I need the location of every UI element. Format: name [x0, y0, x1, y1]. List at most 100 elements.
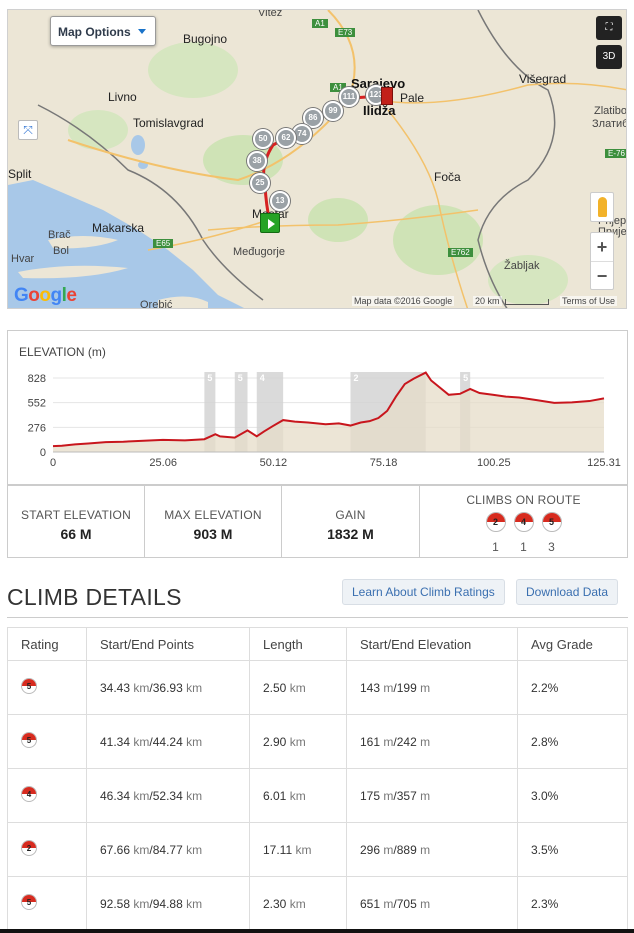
grade-cell: 3.0% — [517, 768, 628, 823]
road-sign-a1-mid: A1 — [330, 83, 346, 92]
map-label-visegrad: Višegrad — [519, 72, 567, 86]
route-map[interactable]: Vitez Bugojno Livno Tomislavgrad Split M… — [7, 9, 627, 309]
climb-count-cat4: 4 1 — [513, 512, 535, 554]
column-header-points[interactable]: Start/End Points — [86, 627, 250, 661]
map-label-brac: Brač — [48, 229, 71, 241]
map-options-dropdown[interactable]: Map Options — [50, 16, 156, 46]
google-logo[interactable]: Google — [14, 285, 77, 306]
elevation-line — [52, 371, 605, 448]
rating-cell: 2 — [7, 822, 87, 877]
climb-rating-icon: 2 — [485, 512, 506, 532]
expand-arrows-icon[interactable]: ⤧ — [18, 120, 38, 140]
route-marker[interactable]: 25 — [250, 173, 270, 193]
elevation-cell: 296 m/889 m — [346, 822, 518, 877]
column-header-elevation[interactable]: Start/End Elevation — [346, 627, 518, 661]
map-data-attribution[interactable]: Map data ©2016 Google — [352, 296, 455, 306]
length-cell: 2.90 km — [249, 714, 347, 769]
column-header-grade[interactable]: Avg Grade — [517, 627, 628, 661]
elevation-title: ELEVATION (m) — [19, 345, 106, 359]
route-marker[interactable]: 111 — [339, 87, 359, 107]
route-start-icon[interactable] — [260, 213, 280, 233]
elevation-panel: ELEVATION (m) 0 276 552 828 5 5 4 2 5 0 25.06 50.12… — [7, 330, 628, 485]
x-tick-label: 100.25 — [477, 457, 511, 469]
zoom-in-button[interactable]: + — [596, 237, 608, 257]
map-label-zlatibor-cyr: Златибор — [592, 118, 626, 130]
climb-segment-label: 5 — [238, 373, 243, 383]
column-header-length[interactable]: Length — [249, 627, 347, 661]
points-cell: 34.43 km/36.93 km — [86, 660, 250, 715]
map-options-label: Map Options — [58, 25, 131, 39]
section-divider — [7, 617, 628, 618]
climb-segment-label: 5 — [463, 373, 468, 383]
y-tick-label: 828 — [28, 373, 46, 385]
climbs-on-route-stat: CLIMBS ON ROUTE 2 1 4 1 5 3 — [420, 486, 627, 557]
route-marker[interactable]: 13 — [270, 191, 290, 211]
x-tick-label: 125.31 — [587, 457, 621, 469]
map-label-medugorje: Međugorje — [233, 246, 285, 258]
table-row[interactable]: 4 46.34 km/52.34 km 6.01 km 175 m/357 m 3.0% — [7, 768, 628, 823]
map-terrain — [8, 10, 626, 308]
route-marker[interactable]: 86 — [303, 108, 323, 128]
grade-cell: 2.2% — [517, 660, 628, 715]
climbs-on-route-label: CLIMBS ON ROUTE — [466, 493, 581, 507]
map-scale-bar — [505, 299, 549, 305]
climb-count-cat2: 2 1 — [485, 512, 507, 554]
fullscreen-icon[interactable]: ⛶ — [596, 16, 622, 40]
route-marker[interactable]: 38 — [247, 151, 267, 171]
climb-segment-label: 2 — [354, 373, 359, 383]
table-row[interactable]: 5 41.34 km/44.24 km 2.90 km 161 m/242 m 2.8% — [7, 714, 628, 769]
bottom-bar — [0, 929, 634, 933]
table-header-row: Rating Start/End Points Length Start/End… — [7, 627, 628, 661]
route-marker[interactable]: 99 — [323, 101, 343, 121]
table-row[interactable]: 2 67.66 km/84.77 km 17.11 km 296 m/889 m 3.5… — [7, 822, 628, 877]
route-end-icon[interactable] — [381, 87, 393, 105]
elevation-cell: 143 m/199 m — [346, 660, 518, 715]
road-sign-e65: E65 — [153, 239, 174, 248]
y-tick-label: 0 — [40, 447, 46, 459]
climb-details-title: CLIMB DETAILS — [7, 584, 182, 610]
grade-cell: 3.5% — [517, 822, 628, 877]
climb-count: 1 — [520, 540, 527, 554]
route-stats: START ELEVATION 66 M MAX ELEVATION 903 M… — [7, 485, 628, 558]
grade-cell: 2.3% — [517, 876, 628, 931]
climb-details-table: Rating Start/End Points Length Start/End… — [7, 627, 628, 931]
map-scale-label: 20 km — [473, 296, 502, 306]
column-header-rating[interactable]: Rating — [7, 627, 87, 661]
x-tick-label: 50.12 — [260, 457, 288, 469]
map-3d-button[interactable]: 3D — [596, 45, 622, 69]
elevation-cell: 175 m/357 m — [346, 768, 518, 823]
route-marker[interactable]: 62 — [276, 128, 296, 148]
start-elevation-value: 66 M — [60, 526, 92, 542]
y-tick-label: 276 — [28, 422, 46, 434]
climb-count-cat5: 5 3 — [541, 512, 563, 554]
map-label-vitez: Vitez — [258, 9, 283, 19]
map-label-makarska: Makarska — [92, 221, 145, 235]
gain-value: 1832 M — [327, 526, 374, 542]
table-row[interactable]: 5 92.58 km/94.88 km 2.30 km 651 m/705 m 2.3% — [7, 876, 628, 931]
street-view-pegman-icon[interactable] — [590, 192, 614, 222]
map-label-ilidza: Ilidža — [363, 103, 396, 118]
y-tick-label: 552 — [28, 398, 46, 410]
map-label-bugojno: Bugojno — [183, 32, 228, 46]
elevation-cell: 651 m/705 m — [346, 876, 518, 931]
climb-count: 1 — [492, 540, 499, 554]
learn-climb-ratings-button[interactable]: Learn About Climb Ratings — [342, 579, 505, 605]
map-label-zabljak: Žabljak — [504, 260, 540, 272]
climb-count: 3 — [548, 540, 555, 554]
download-data-button[interactable]: Download Data — [516, 579, 619, 605]
start-elevation-label: START ELEVATION — [21, 508, 131, 522]
rating-cell: 5 — [7, 714, 87, 769]
elevation-chart[interactable]: 0 276 552 828 5 5 4 2 5 0 25.06 50.12 75.18 100.25 125… — [8, 331, 629, 486]
table-row[interactable]: 5 34.43 km/36.93 km 2.50 km 143 m/199 m 2.2% — [7, 660, 628, 715]
map-label-tomislavgrad: Tomislavgrad — [133, 116, 204, 130]
x-tick-label: 0 — [50, 457, 56, 469]
climb-segment-label: 5 — [207, 373, 212, 383]
terms-of-use-link[interactable]: Terms of Use — [560, 296, 618, 306]
climb-segment-band — [204, 372, 216, 452]
climb-rating-icon: 5 — [21, 894, 37, 910]
length-cell: 2.30 km — [249, 876, 347, 931]
zoom-out-button[interactable]: − — [596, 266, 608, 286]
route-marker[interactable]: 50 — [253, 129, 273, 149]
max-elevation-label: MAX ELEVATION — [164, 508, 262, 522]
rating-cell: 5 — [7, 660, 87, 715]
